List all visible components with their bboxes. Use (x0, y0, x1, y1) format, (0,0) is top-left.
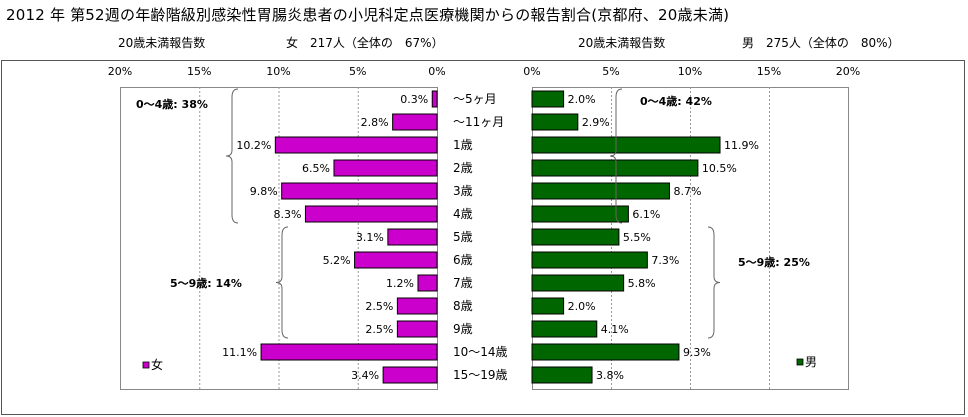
female-data-label: 9.8% (250, 185, 278, 198)
female-bar (396, 320, 438, 338)
male-group-label: 5～9歳: 25% (738, 255, 810, 269)
male-bar (531, 297, 565, 315)
female-bar (281, 182, 438, 200)
male-bar (531, 251, 648, 269)
female-tick-label: 20% (108, 65, 132, 78)
female-data-label: 8.3% (273, 208, 301, 221)
female-data-label: 3.4% (351, 369, 379, 382)
category-label: 3歳 (453, 184, 473, 198)
male-data-label: 9.3% (683, 346, 711, 359)
category-label: ～5ヶ月 (453, 92, 497, 106)
category-label: 10～14歳 (453, 345, 508, 359)
female-tick-label: 5% (349, 65, 366, 78)
male-bar (531, 274, 625, 292)
male-data-label: 2.9% (582, 116, 610, 129)
category-label: 4歳 (453, 207, 473, 221)
female-tick-label: 0% (428, 65, 445, 78)
chart-frame (1, 60, 965, 415)
male-bar (531, 90, 565, 108)
male-bar (531, 366, 593, 384)
female-bar (260, 343, 438, 361)
male-bar (531, 113, 579, 131)
female-caption-label: 20歳未満報告数 (118, 36, 206, 50)
male-data-label: 11.9% (724, 139, 759, 152)
male-tick-label: 5% (602, 65, 619, 78)
male-group-bracket (609, 88, 623, 224)
female-data-label: 10.2% (236, 139, 271, 152)
female-group-label: 0～4歳: 38% (136, 97, 208, 111)
male-tick-label: 15% (757, 65, 781, 78)
female-group-bracket (225, 88, 239, 224)
female-bar (304, 205, 438, 223)
category-label: 2歳 (453, 161, 473, 175)
male-caption-label: 20歳未満報告数 (578, 36, 666, 50)
male-bar (531, 228, 620, 246)
male-caption-info: 男 275人（全体の 80%） (742, 36, 900, 50)
category-label: 7歳 (453, 276, 473, 290)
male-tick-label: 0% (523, 65, 540, 78)
male-data-label: 6.1% (632, 208, 660, 221)
male-bar (531, 343, 680, 361)
female-data-label: 2.5% (365, 323, 393, 336)
male-bar (531, 136, 721, 154)
female-data-label: 11.1% (222, 346, 257, 359)
male-data-label: 3.8% (596, 369, 624, 382)
female-bar (431, 90, 438, 108)
category-label: 15～19歳 (453, 368, 508, 382)
male-tick-label: 10% (678, 65, 702, 78)
female-tick-label: 15% (187, 65, 211, 78)
category-label: 5歳 (453, 230, 473, 244)
female-bar (382, 366, 438, 384)
male-legend-label: 男 (805, 355, 817, 369)
male-bar (531, 205, 629, 223)
female-data-label: 1.2% (386, 277, 414, 290)
female-caption-info: 女 217人（全体の 67%） (286, 36, 444, 50)
male-data-label: 5.5% (623, 231, 651, 244)
category-label: ～11ヶ月 (453, 115, 504, 129)
male-data-label: 10.5% (702, 162, 737, 175)
male-data-label: 5.8% (628, 277, 656, 290)
female-bar (274, 136, 438, 154)
female-tick-label: 10% (266, 65, 290, 78)
female-data-label: 5.2% (323, 254, 351, 267)
male-data-label: 4.1% (601, 323, 629, 336)
male-data-label: 2.0% (568, 300, 596, 313)
female-bar (417, 274, 438, 292)
chart-title: 2012 年 第52週の年齢階級別感染性胃腸炎患者の小児科定点医療機関からの報告… (6, 6, 730, 24)
female-legend-swatch (142, 361, 150, 369)
male-bar (531, 182, 670, 200)
female-bar (396, 297, 438, 315)
male-data-label: 2.0% (568, 93, 596, 106)
category-label: 1歳 (453, 138, 473, 152)
female-data-label: 2.5% (365, 300, 393, 313)
female-group-bracket (275, 226, 289, 339)
male-data-label: 7.3% (651, 254, 679, 267)
male-data-label: 8.7% (673, 185, 701, 198)
category-label: 8歳 (453, 299, 473, 313)
male-tick-label: 20% (836, 65, 860, 78)
female-group-label: 5～9歳: 14% (170, 276, 242, 290)
category-label: 9歳 (453, 322, 473, 336)
female-bar (387, 228, 438, 246)
female-bar (333, 159, 438, 177)
female-bar (354, 251, 438, 269)
male-group-bracket (707, 226, 721, 339)
female-bar (392, 113, 438, 131)
male-group-label: 0～4歳: 42% (640, 94, 712, 108)
female-data-label: 2.8% (361, 116, 389, 129)
female-data-label: 3.1% (356, 231, 384, 244)
male-legend-swatch (796, 358, 804, 366)
female-legend-label: 女 (151, 357, 163, 372)
female-data-label: 6.5% (302, 162, 330, 175)
male-bar (531, 159, 699, 177)
female-data-label: 0.3% (400, 93, 428, 106)
category-label: 6歳 (453, 253, 473, 267)
male-bar (531, 320, 598, 338)
